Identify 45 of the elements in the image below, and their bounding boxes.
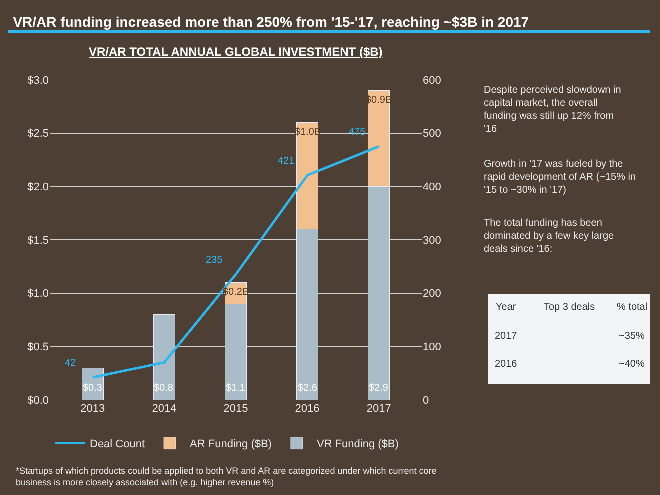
y2-tick-label: 400 xyxy=(423,182,442,194)
y-tick-label: $1.5 xyxy=(28,234,49,247)
data-label: 235 xyxy=(206,255,224,266)
x-tick-label: 2013 xyxy=(80,403,106,415)
text: Despite perceived slowdown in capital market, the overall funding was still up 12% from '16 xyxy=(484,85,622,135)
data-label: 421 xyxy=(278,156,296,167)
y2-tick-label: 500 xyxy=(423,128,442,140)
text: % total xyxy=(617,302,648,313)
total-label: $0.8 xyxy=(154,383,174,394)
x-tick-label: 2014 xyxy=(152,403,177,415)
text: Growth in '17 was fueled by the rapid development of AR (~15% in '15 to ~30% in '17) xyxy=(484,159,636,196)
text: ~40% xyxy=(619,359,645,370)
x-tick-label: 2015 xyxy=(224,403,248,415)
bar xyxy=(153,314,176,400)
legend-label: AR Funding ($B) xyxy=(190,438,272,451)
legend-label: Deal Count xyxy=(90,438,146,451)
x-tick-label: 2016 xyxy=(295,403,320,415)
y-tick-label: $0.0 xyxy=(28,394,49,407)
y2-tick-label: 300 xyxy=(423,234,442,247)
chart-title: VR/AR funding increased more than 250% from '15-'17, reaching ~$3B in 2017 xyxy=(13,14,530,30)
text: *Startups of which products could be applied to both VR and AR are categorized under which current core business is more closely associated with (e.g. higher revenue %) xyxy=(16,466,437,488)
total-label: $1.1 xyxy=(226,383,246,394)
y-tick-label: $3.0 xyxy=(28,74,49,87)
data-label: 42 xyxy=(65,358,77,369)
text: ~35% xyxy=(619,331,645,342)
total-label: $0.3 xyxy=(83,383,103,394)
legend-label: VR Funding ($B) xyxy=(316,438,399,451)
text: 2017 xyxy=(495,331,518,342)
text: 2016 xyxy=(495,359,518,370)
chart-subtitle: VR/AR TOTAL ANNUAL GLOBAL INVESTMENT ($B) xyxy=(89,45,383,59)
text: Year xyxy=(496,302,517,313)
text: Top 3 deals xyxy=(544,302,596,313)
line-series xyxy=(92,145,380,379)
y-tick-label: $0.5 xyxy=(28,342,49,354)
y2-tick-label: 100 xyxy=(423,342,442,354)
text: The total funding has been dominated by a few key large deals since '16: xyxy=(484,218,615,255)
y-tick-label: $1.0 xyxy=(28,288,49,300)
y2-tick-label: 600 xyxy=(423,74,442,87)
y-tick-label: $2.0 xyxy=(28,182,49,194)
x-tick-label: 2017 xyxy=(366,403,392,415)
total-label: $2.6 xyxy=(298,383,318,394)
y2-tick-label: 0 xyxy=(423,394,430,407)
y2-tick-label: 200 xyxy=(423,288,442,300)
total-label: $2.9 xyxy=(369,383,389,394)
y-tick-label: $2.5 xyxy=(28,128,49,140)
